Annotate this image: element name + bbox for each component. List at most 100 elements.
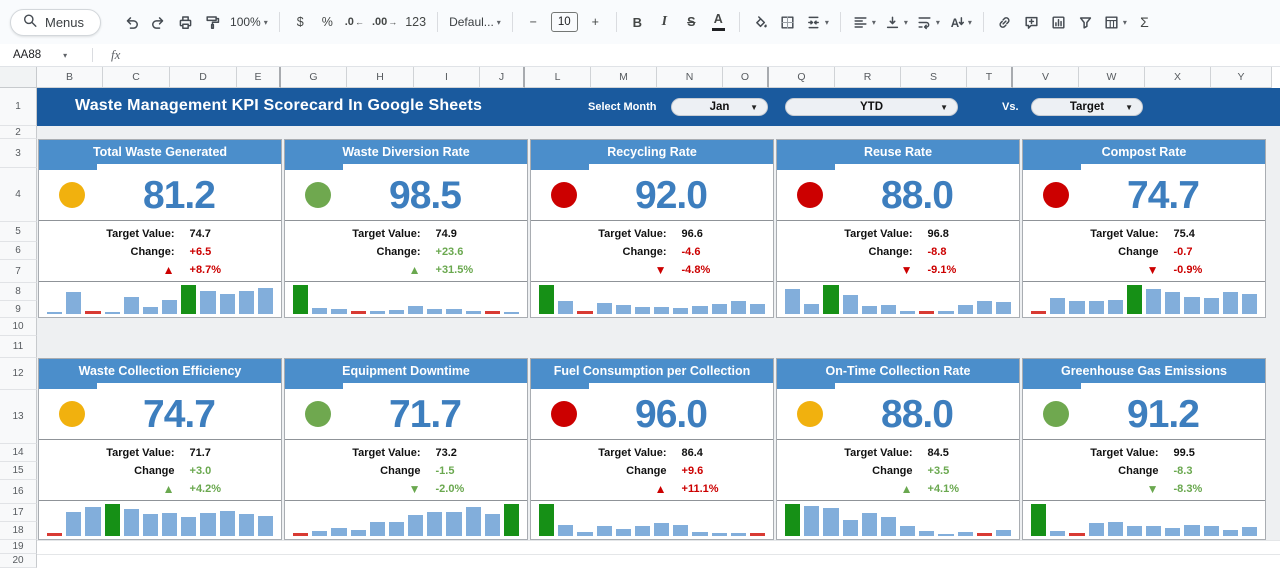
- trend-arrow-icon: ▼: [1146, 263, 1159, 277]
- more-formats-button[interactable]: 123: [402, 9, 429, 35]
- month-dropdown[interactable]: Jan ▼: [671, 98, 768, 116]
- row-header-9[interactable]: 9: [0, 301, 37, 318]
- undo-button[interactable]: [119, 9, 144, 35]
- row-header-13[interactable]: 13: [0, 390, 37, 444]
- change-label: Change: [380, 465, 421, 477]
- borders-button[interactable]: [775, 9, 800, 35]
- select-all-corner[interactable]: [0, 67, 37, 88]
- name-box[interactable]: AA88 ▾: [0, 49, 88, 61]
- format-percent-button[interactable]: %: [315, 9, 340, 35]
- row-header-11[interactable]: 11: [0, 336, 37, 358]
- increase-font-size-button[interactable]: +: [583, 9, 608, 35]
- menus-search-button[interactable]: Menus: [10, 8, 102, 36]
- column-header-X[interactable]: X: [1145, 67, 1211, 88]
- change-percent: +11.1%: [681, 483, 719, 495]
- format-currency-button[interactable]: $: [288, 9, 313, 35]
- column-header-G[interactable]: G: [281, 67, 347, 88]
- spark-bar: [785, 504, 801, 536]
- column-header-S[interactable]: S: [901, 67, 967, 88]
- column-header-T[interactable]: T: [967, 67, 1013, 88]
- merge-cells-button[interactable]: ▾: [802, 9, 832, 35]
- chevron-down-icon: ▾: [263, 17, 268, 27]
- spark-bar: [1241, 527, 1258, 536]
- strikethrough-button[interactable]: S: [679, 9, 704, 35]
- column-header-B[interactable]: B: [37, 67, 103, 88]
- paint-format-button[interactable]: [200, 9, 225, 35]
- row-header-7[interactable]: 7: [0, 260, 37, 283]
- row-header-18[interactable]: 18: [0, 522, 37, 540]
- kpi-value-row: 96.0: [531, 389, 773, 440]
- compare-dropdown[interactable]: Target ▼: [1031, 98, 1143, 116]
- sparkline-chart: [531, 282, 773, 317]
- text-wrap-button[interactable]: ▾: [913, 9, 943, 35]
- print-button[interactable]: [173, 9, 198, 35]
- change-percent: +4.1%: [927, 483, 960, 495]
- spark-bar: [976, 533, 992, 536]
- change-label: Change: [1118, 246, 1159, 258]
- column-header-W[interactable]: W: [1079, 67, 1145, 88]
- increase-decimal-button[interactable]: .00 →: [369, 9, 400, 35]
- row-header-6[interactable]: 6: [0, 242, 37, 260]
- row-header-3[interactable]: 3: [0, 139, 37, 168]
- row-header-20[interactable]: 20: [0, 554, 37, 568]
- font-dropdown[interactable]: Defaul... ▾: [446, 9, 504, 35]
- column-header-N[interactable]: N: [657, 67, 723, 88]
- row-header-16[interactable]: 16: [0, 480, 37, 504]
- row-header-15[interactable]: 15: [0, 462, 37, 480]
- insert-comment-button[interactable]: [1019, 9, 1044, 35]
- column-header-O[interactable]: O: [723, 67, 769, 88]
- column-header-M[interactable]: M: [591, 67, 657, 88]
- create-filter-button[interactable]: [1073, 9, 1098, 35]
- kpi-card-title: Reuse Rate: [863, 145, 933, 159]
- spark-bar: [104, 504, 120, 536]
- row-header-14[interactable]: 14: [0, 444, 37, 462]
- row-header-5[interactable]: 5: [0, 222, 37, 242]
- column-header-V[interactable]: V: [1013, 67, 1079, 88]
- vertical-align-button[interactable]: ▾: [881, 9, 911, 35]
- spark-bar: [142, 513, 159, 536]
- target-label: Target Value:: [106, 447, 175, 459]
- column-header-Y[interactable]: Y: [1211, 67, 1272, 88]
- table-views-button[interactable]: ▾: [1100, 9, 1130, 35]
- horizontal-align-button[interactable]: ▾: [849, 9, 879, 35]
- trend-arrow-icon: ▼: [900, 263, 913, 277]
- row-header-19[interactable]: 19: [0, 540, 37, 554]
- sparkline-chart: [1023, 501, 1265, 539]
- font-size-input[interactable]: 10: [548, 9, 581, 35]
- chevron-down-icon: ▾: [1122, 17, 1127, 27]
- row-header-2[interactable]: 2: [0, 126, 37, 139]
- row-header-4[interactable]: 4: [0, 168, 37, 222]
- period-dropdown[interactable]: YTD ▼: [785, 98, 958, 116]
- zoom-dropdown[interactable]: 100% ▾: [227, 9, 271, 35]
- column-header-L[interactable]: L: [525, 67, 591, 88]
- insert-chart-button[interactable]: [1046, 9, 1071, 35]
- fill-color-button[interactable]: [748, 9, 773, 35]
- decrease-decimal-button[interactable]: .0 ←: [342, 9, 367, 35]
- italic-button[interactable]: I: [652, 9, 677, 35]
- insert-link-button[interactable]: [992, 9, 1017, 35]
- select-month-label: Select Month: [588, 101, 657, 113]
- spark-bar: [880, 304, 897, 314]
- text-color-button[interactable]: A: [706, 9, 731, 35]
- column-header-E[interactable]: E: [237, 67, 281, 88]
- functions-button[interactable]: Σ: [1132, 9, 1157, 35]
- column-header-R[interactable]: R: [835, 67, 901, 88]
- column-header-D[interactable]: D: [170, 67, 237, 88]
- sparkline-chart: [777, 501, 1019, 539]
- column-header-Q[interactable]: Q: [769, 67, 835, 88]
- text-rotation-button[interactable]: A ▾: [945, 9, 975, 35]
- column-header-H[interactable]: H: [347, 67, 414, 88]
- kpi-card-tab: [531, 164, 589, 170]
- bold-button[interactable]: B: [625, 9, 650, 35]
- row-header-17[interactable]: 17: [0, 504, 37, 522]
- row-header-8[interactable]: 8: [0, 283, 37, 301]
- target-label: Target Value:: [844, 228, 913, 240]
- redo-button[interactable]: [146, 9, 171, 35]
- row-header-1[interactable]: 1: [0, 88, 37, 126]
- column-header-J[interactable]: J: [480, 67, 525, 88]
- column-header-C[interactable]: C: [103, 67, 170, 88]
- row-header-12[interactable]: 12: [0, 358, 37, 390]
- decrease-font-size-button[interactable]: −: [521, 9, 546, 35]
- row-header-10[interactable]: 10: [0, 318, 37, 336]
- column-header-I[interactable]: I: [414, 67, 480, 88]
